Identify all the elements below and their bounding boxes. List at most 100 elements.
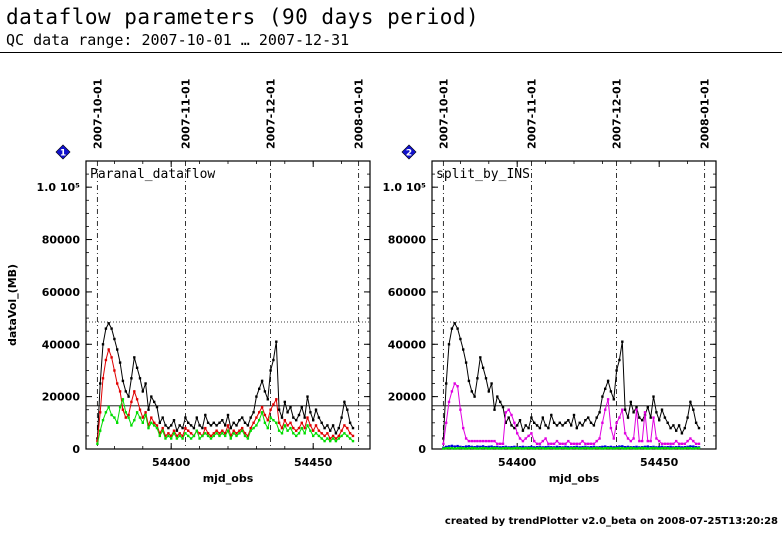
panel1-series-1-point-3 [104, 358, 108, 362]
panel1-series-0-point-80 [323, 426, 326, 430]
panel1-ytick-label-1: 20000 [42, 391, 81, 404]
panel1-series-1-point-57 [258, 411, 261, 414]
panel2-series-2-point-77 [660, 445, 664, 449]
panel2-series-3-point-74 [652, 446, 655, 450]
panel1-series-2-point-88 [346, 434, 349, 438]
panel1-series-0-point-45 [224, 424, 227, 427]
panel1-series-0-point-5 [110, 327, 113, 330]
panel1-series-2-point-55 [252, 426, 255, 430]
panel1-series-1-point-13 [133, 390, 136, 393]
panel1-series-2-point-68 [289, 426, 292, 430]
panel1-series-0-point-56 [255, 395, 258, 398]
panel2-series-2-point-47 [575, 445, 578, 449]
panel2-series-3-point-22 [504, 446, 507, 450]
panel2-series-1-point-65 [626, 437, 630, 440]
panel1-series-0-point-34 [192, 426, 196, 430]
panel2-date-label-2: 2007-12-01 [611, 79, 624, 149]
panel2-series-1-point-82 [675, 439, 678, 443]
panel2-series-3-point-27 [518, 447, 522, 450]
panel2-series-1-point-12 [476, 439, 479, 443]
panel1-series-0-point-87 [343, 400, 346, 404]
panel2-series-3-point-69 [638, 447, 641, 450]
panel2-series-1-point-11 [473, 439, 476, 443]
panel2-series-1-point-86 [686, 439, 689, 443]
panel1-series-1-point-58 [260, 405, 264, 409]
panel1-series-2-point-21 [155, 426, 159, 430]
panel2-series-0-point-81 [672, 424, 675, 427]
panel1-series-2-point-8 [118, 405, 122, 409]
panel2-series-0-point-59 [609, 390, 613, 393]
panel2-series-0-line [442, 322, 700, 439]
panel1-series-2-point-61 [269, 416, 272, 419]
panel2-series-3-point-46 [572, 446, 576, 450]
panel2-series-1-point-90 [697, 442, 701, 445]
panel2-series-0-point-38 [550, 413, 553, 417]
panel2-series-1-point-5 [456, 385, 459, 388]
panel1-series-1-point-54 [249, 426, 252, 430]
panel1-series-2-point-14 [135, 411, 139, 414]
panel1-series-0-point-46 [226, 413, 230, 417]
panel2-series-3-point-88 [692, 447, 695, 450]
panel2-series-3-point-45 [570, 447, 573, 450]
panel2-series-0-point-30 [527, 426, 530, 430]
panel2-series-0-point-39 [552, 421, 556, 424]
panel2-series-3-point-76 [658, 447, 661, 450]
panel1-series-0-point-17 [144, 382, 147, 385]
panel2-series-1-point-61 [615, 421, 618, 424]
panel2-series-0-point-63 [621, 340, 624, 343]
panel2-series-0-point-43 [564, 421, 567, 424]
panel1-series-1-point-43 [218, 432, 221, 435]
panel1-series-1-point-62 [272, 403, 275, 406]
panel2-series-3-point-33 [535, 447, 539, 450]
panel1-series-0-point-48 [232, 421, 235, 424]
panel2-series-2-point-2 [447, 445, 451, 448]
panel2-series-0-point-21 [501, 405, 505, 409]
panel1-series-1-point-25 [167, 432, 170, 435]
panel1-series-0-point-44 [221, 419, 224, 422]
panel2-series-0-point-8 [464, 361, 468, 364]
panel2-series-1-point-44 [567, 439, 570, 443]
panel2-ytick-label-4: 80000 [388, 234, 427, 247]
panel2-series-1-point-4 [453, 382, 456, 385]
panel2-series-1-point-39 [552, 442, 556, 445]
panel2-series-0-point-29 [524, 424, 527, 427]
panel1-series-0-point-33 [189, 424, 193, 427]
page-title: dataflow parameters (90 days period) [6, 5, 480, 29]
panel1-series-2-point-64 [277, 429, 281, 432]
panel1-series-1-point-38 [204, 426, 207, 430]
panel1-series-2-point-9 [121, 398, 125, 401]
panel1-series-0-point-85 [337, 426, 340, 430]
panel1-series-1-point-55 [252, 421, 255, 424]
panel2-series-1-point-45 [570, 442, 573, 445]
panel1-series-1-point-44 [221, 429, 224, 432]
panel1-series-2-point-70 [295, 434, 298, 438]
panel1-series-2-point-69 [292, 432, 295, 435]
panel1-series-2-point-0 [96, 442, 99, 445]
panel2-date-label-0: 2007-10-01 [437, 79, 450, 149]
header-divider [0, 52, 782, 53]
panel2-series-3-point-40 [555, 447, 559, 450]
panel1-series-2-point-18 [147, 426, 150, 430]
panel2-series-0-point-31 [530, 416, 533, 419]
panel1-series-2-point-25 [167, 434, 170, 438]
panel1-series-2-point-60 [266, 426, 269, 430]
panel2-series-1-point-16 [487, 439, 490, 443]
panel1-series-0-point-6 [113, 337, 116, 341]
panel1-series-0-point-8 [118, 361, 122, 364]
panel1-series-1-point-17 [144, 411, 147, 414]
panel2-series-3-point-26 [516, 446, 519, 450]
panel2-series-3-point-29 [524, 447, 527, 450]
panel1-series-2-point-39 [206, 434, 210, 438]
panel1-series-2-point-12 [130, 424, 133, 427]
panel1-series-0-point-52 [243, 421, 247, 424]
panel2-series-3-point-64 [623, 447, 627, 450]
panel1-series-1-point-83 [331, 434, 335, 438]
panel2-series-3-point-2 [447, 446, 451, 450]
panel2-series-3-point-47 [575, 447, 578, 450]
panel1-series-1-point-30 [181, 434, 184, 438]
panel2-series-1-point-48 [578, 442, 581, 445]
panel2-series-3-point-80 [669, 447, 672, 450]
panel1-series-0-point-12 [130, 377, 133, 380]
panel1-series-2-point-89 [348, 437, 352, 440]
panel2-series-0-point-36 [544, 424, 547, 427]
